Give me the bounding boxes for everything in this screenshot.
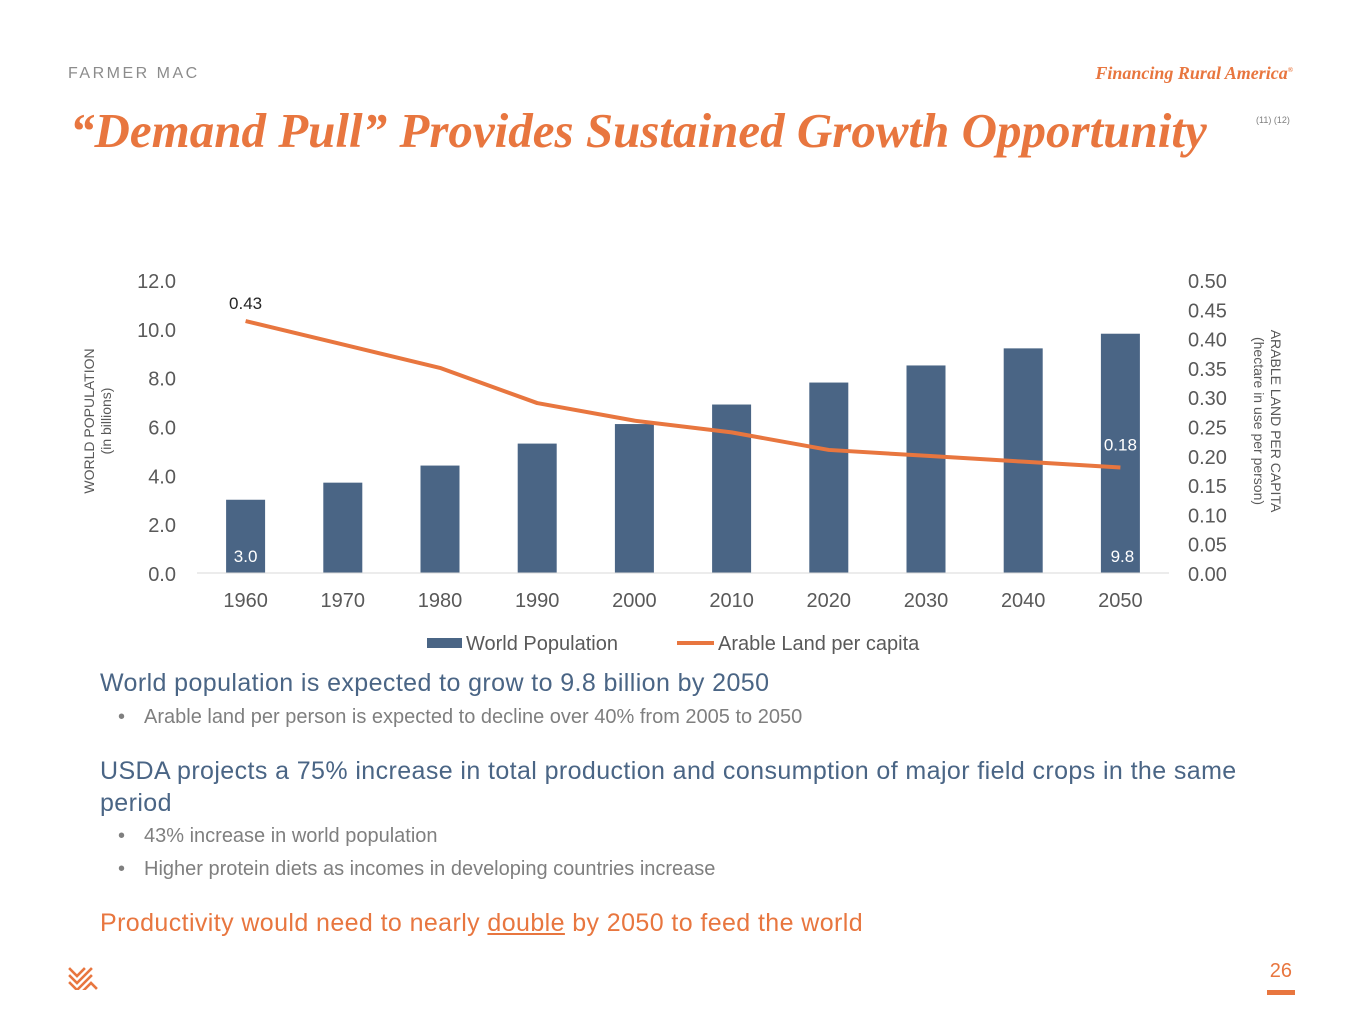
bullet-text: 43% increase in world population [144,825,438,847]
left-tick-label: 6.0 [148,418,176,440]
slide-title: “Demand Pull” Provides Sustained Growth … [70,103,1207,158]
left-tick-label: 12.0 [137,271,176,293]
x-tick-label: 1960 [223,590,268,612]
arable-land-line [245,319,1121,470]
x-tick-label: 2050 [1098,590,1143,612]
right-axis-subtitle: (hectare in use per person) [1251,337,1267,505]
bullet-dot: • [118,706,126,728]
heading-productivity: Productivity would need to nearly double… [100,907,1300,939]
registered-mark: ® [1287,66,1293,74]
left-axis-ticks: 0.0 2.0 4.0 6.0 8.0 10.0 12.0 [137,271,176,586]
right-tick-label: 0.45 [1188,300,1227,322]
legend-label-land: Arable Land per capita [718,633,920,655]
bar-2000 [614,424,654,573]
x-tick-label: 1990 [515,590,560,612]
bar-1990 [517,443,557,573]
population-land-chart: 0.0 2.0 4.0 6.0 8.0 10.0 12.0 0.00 0.05 0.10 0.15… [81,271,1284,655]
left-tick-label: 4.0 [148,466,176,488]
bullet-text: Arable land per person is expected to de… [144,706,803,728]
legend-swatch-bar [427,638,462,648]
bullet-dot: • [118,825,126,847]
x-tick-label: 1980 [418,590,463,612]
left-tick-label: 2.0 [148,515,176,537]
tagline-text: Financing Rural America [1095,63,1288,83]
x-tick-label: 2020 [807,590,852,612]
right-tick-label: 0.10 [1188,505,1227,527]
left-axis-subtitle: (in billions) [98,388,114,455]
left-axis-title: WORLD POPULATION [81,348,97,493]
bullet-arable-land: • Arable land per person is expected to d… [118,706,802,729]
right-tick-label: 0.00 [1188,564,1227,586]
legend-label-population: World Population [466,633,618,655]
bullet-population-increase: • 43% increase in world population [118,825,438,848]
productivity-text-start: Productivity would need to nearly [100,909,488,937]
bar-label-first: 3.0 [234,547,258,566]
right-axis-title: ARABLE LAND PER CAPITA [1268,330,1284,513]
footnote-references: (11) (12) [1256,115,1290,125]
right-tick-label: 0.50 [1188,271,1227,293]
emphasis-double: double [487,909,565,937]
line-label-last: 0.18 [1104,436,1137,455]
x-axis-ticks: 1960 1970 1980 1990 2000 2010 2020 2030 2040 2050 [223,590,1142,612]
bar-label-last: 9.8 [1111,547,1135,566]
left-tick-label: 10.0 [137,320,176,342]
bar-2030 [906,365,946,573]
heading-usda: USDA projects a 75% increase in total pr… [100,757,1237,817]
data-labels: 3.0 9.8 0.43 0.18 [229,294,1137,566]
right-tick-label: 0.40 [1188,330,1227,352]
farmer-mac-logo-icon [68,967,98,990]
right-tick-label: 0.15 [1188,476,1227,498]
right-tick-label: 0.25 [1188,418,1227,440]
left-tick-label: 8.0 [148,369,176,391]
productivity-text-end: by 2050 to feed the world [564,909,864,937]
bar-2050 [1100,333,1140,573]
right-tick-label: 0.05 [1188,535,1227,557]
bullet-dot: • [118,858,126,880]
right-tick-label: 0.35 [1188,359,1227,381]
heading-population: World population is expected to grow to … [100,669,770,697]
left-tick-label: 0.0 [148,564,176,586]
population-bars [226,333,1140,573]
right-axis-ticks: 0.00 0.05 0.10 0.15 0.20 0.25 0.30 0.35 0.40 0.45… [1188,271,1227,586]
x-tick-label: 2010 [709,590,754,612]
bar-1980 [420,465,460,573]
company-tagline: Financing Rural America® [1095,63,1293,84]
axis-titles: WORLD POPULATION (in billions) ARABLE LAND… [81,330,1284,513]
line-label-first: 0.43 [229,294,262,313]
bullet-text: Higher protein diets as incomes in devel… [144,858,716,880]
x-tick-label: 2000 [612,590,657,612]
x-tick-label: 2030 [904,590,949,612]
page-number: 26 [1269,960,1292,982]
chart-legend: World Population Arable Land per capita [427,633,920,655]
right-tick-label: 0.20 [1188,447,1227,469]
company-name: FARMER MAC [68,65,200,82]
bar-1970 [323,482,363,573]
bullet-protein-diets: • Higher protein diets as incomes in deve… [118,858,715,881]
x-tick-label: 2040 [1001,590,1046,612]
page-number-underline [1267,990,1295,995]
right-tick-label: 0.30 [1188,388,1227,410]
bar-1960 [226,499,266,573]
bar-2020 [809,382,849,573]
x-tick-label: 1970 [321,590,366,612]
